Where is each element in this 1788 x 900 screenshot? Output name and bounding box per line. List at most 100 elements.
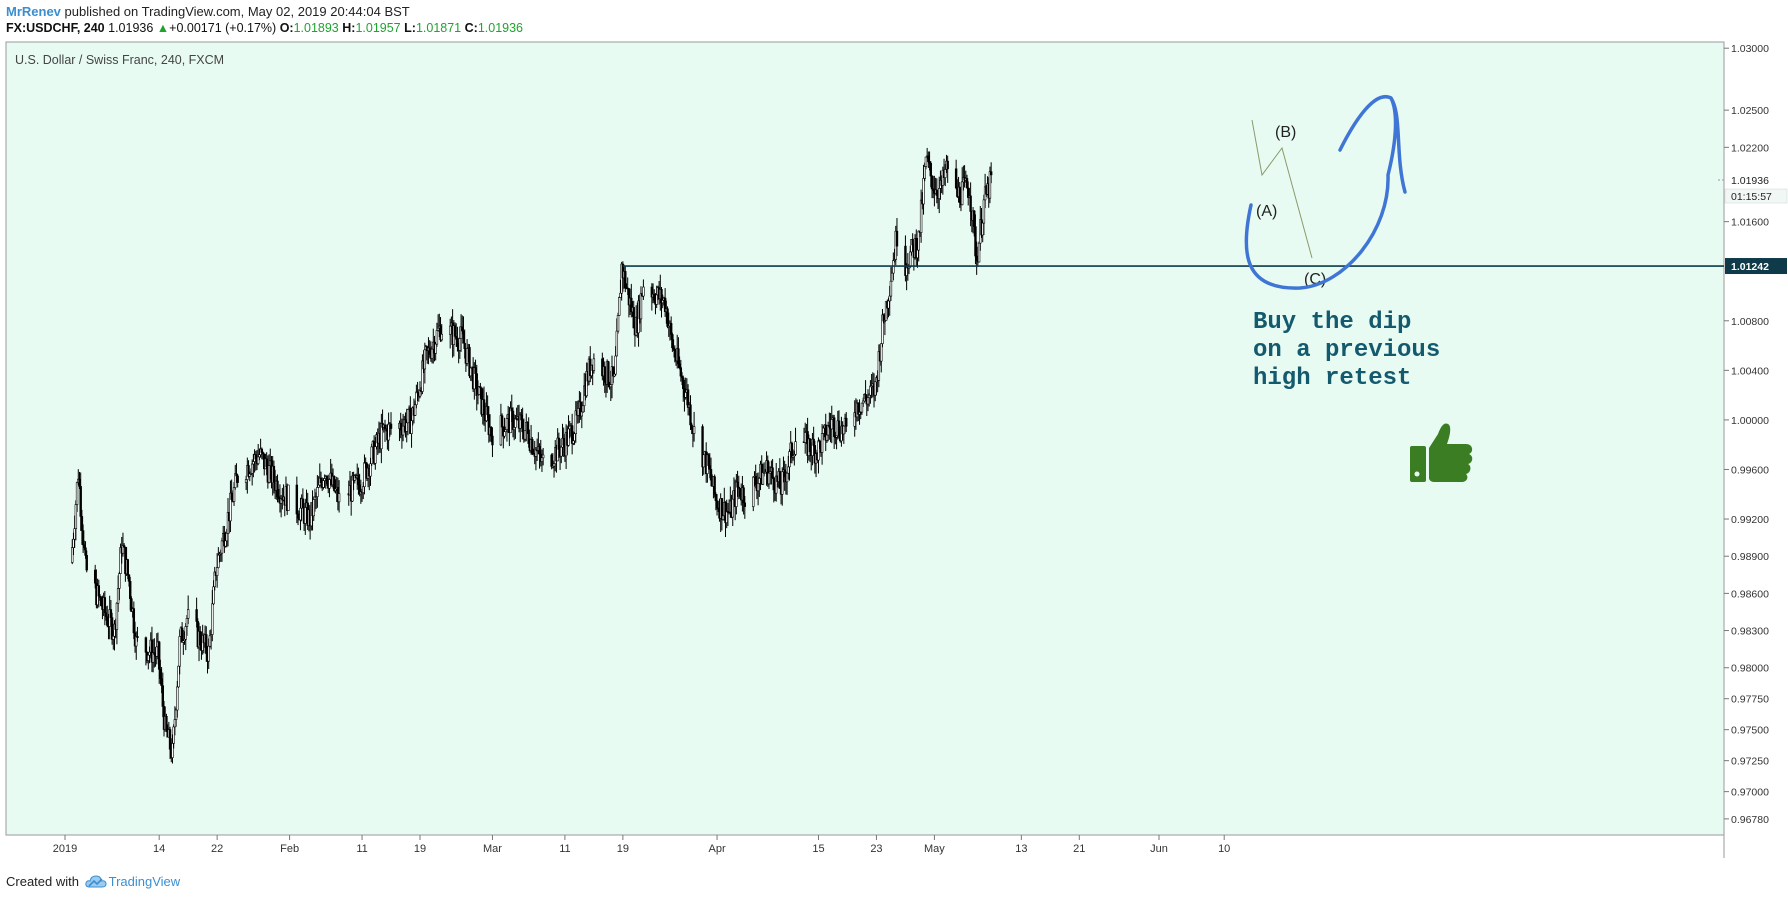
note-text-line: Buy the dip xyxy=(1253,309,1411,336)
candle-body xyxy=(110,617,114,640)
time-axis-label: 15 xyxy=(812,843,824,855)
candle-body xyxy=(383,424,387,430)
candle-body xyxy=(511,410,515,430)
time-axis-label: May xyxy=(924,843,945,855)
candle-body xyxy=(215,567,219,576)
candle-body xyxy=(112,635,115,640)
time-axis[interactable]: 2019 14 22 Feb 11 19 Mar 11 19 Apr 15 23 May 13 21 Jun 1… xyxy=(53,835,1231,855)
candle-body xyxy=(79,486,82,517)
price-axis[interactable]: 1.03000 1.02500 1.02200 1.01600 1.00800 1.004… xyxy=(1724,43,1769,826)
author-name[interactable]: MrRenev xyxy=(6,4,61,19)
candle-body xyxy=(312,499,315,517)
candle-body xyxy=(889,280,893,297)
candle-body xyxy=(709,469,713,481)
candle-body xyxy=(573,433,576,442)
low-value: 1.01871 xyxy=(415,21,462,35)
candle-body xyxy=(632,307,635,329)
symbol-info-bar: FX:USDCHF, 240 1.01936 ▲+0.00171 (+0.17%… xyxy=(6,21,523,35)
candle-body xyxy=(538,446,541,455)
candle-body xyxy=(581,405,585,413)
publish-info: MrRenev published on TradingView.com, Ma… xyxy=(6,4,410,19)
candle-body xyxy=(954,168,958,189)
candle-body xyxy=(180,627,184,643)
candle-body xyxy=(256,456,260,464)
candle-body xyxy=(803,432,807,443)
last-price-axis-label: 1.01936 xyxy=(1731,175,1769,187)
time-axis-label: Feb xyxy=(280,843,299,855)
abc-wave-line[interactable] xyxy=(1251,119,1313,259)
candle-body xyxy=(661,300,664,304)
candle-body xyxy=(820,433,824,453)
candle-body xyxy=(84,547,87,556)
candle-body xyxy=(988,171,992,199)
candle-body xyxy=(261,452,265,455)
candle-body xyxy=(83,544,86,549)
candle-body xyxy=(73,528,76,540)
candle-body xyxy=(448,325,452,335)
candle-body xyxy=(592,358,596,371)
candle-body xyxy=(713,476,716,495)
candle-body xyxy=(456,337,459,347)
candle-body xyxy=(399,422,402,431)
candle-body xyxy=(877,351,881,381)
candle-body xyxy=(440,333,443,341)
candle-body xyxy=(895,230,899,247)
candle-body xyxy=(126,559,129,576)
candle-body xyxy=(463,342,466,350)
candle-body xyxy=(974,226,977,257)
candle-body xyxy=(272,465,276,483)
publish-text: published on TradingView.com, May 02, 20… xyxy=(60,4,410,19)
candle-body xyxy=(389,423,393,429)
candle-body xyxy=(888,295,891,302)
candle-body xyxy=(234,473,237,488)
candle-body xyxy=(168,729,172,750)
price-axis-label: 0.99600 xyxy=(1731,464,1769,476)
candle-body xyxy=(211,603,214,635)
price-axis-label: 0.98000 xyxy=(1731,663,1769,675)
candle-body xyxy=(136,636,139,639)
candle-body xyxy=(969,195,972,212)
candle-body xyxy=(130,598,133,612)
candle-body xyxy=(743,502,747,507)
candle-body xyxy=(85,555,88,571)
candle-body xyxy=(173,719,177,728)
symbol-label: FX:USDCHF, 240 xyxy=(6,21,105,35)
projection-curve[interactable] xyxy=(1244,94,1407,290)
created-with-text: Created with xyxy=(6,874,79,889)
candle-body xyxy=(742,487,745,504)
candle-body xyxy=(960,181,964,206)
candle-body xyxy=(883,320,887,322)
candle-body xyxy=(295,484,299,515)
candle-body xyxy=(669,323,673,335)
wave-b-label: (B) xyxy=(1275,124,1296,141)
price-axis-label: 0.99200 xyxy=(1731,514,1769,526)
candle-body xyxy=(491,435,494,446)
candle-body xyxy=(387,423,390,441)
candle-body xyxy=(504,429,507,433)
footer: Created with TradingView xyxy=(6,874,180,891)
candle-body xyxy=(185,618,189,627)
candle-body xyxy=(363,462,366,488)
candle-body xyxy=(244,479,248,483)
candle-body xyxy=(655,294,658,305)
candle-body xyxy=(505,418,509,430)
candle-body xyxy=(500,415,504,428)
candle-body xyxy=(557,437,561,450)
candle-body xyxy=(75,482,79,505)
candle-body xyxy=(758,478,761,484)
candle-body xyxy=(109,609,113,618)
time-axis-label: 11 xyxy=(356,843,367,855)
candle-body xyxy=(296,513,300,519)
price-axis-label: 1.00400 xyxy=(1731,365,1769,377)
candle-body xyxy=(864,394,867,400)
candle-body xyxy=(521,419,524,433)
candle-body xyxy=(761,472,765,485)
plot-area[interactable] xyxy=(5,41,1725,836)
tradingview-brand[interactable]: TradingView xyxy=(108,874,181,889)
candle-body xyxy=(199,631,202,646)
candle-body xyxy=(715,500,719,509)
candle-body xyxy=(161,685,165,707)
candle-body xyxy=(874,381,877,396)
